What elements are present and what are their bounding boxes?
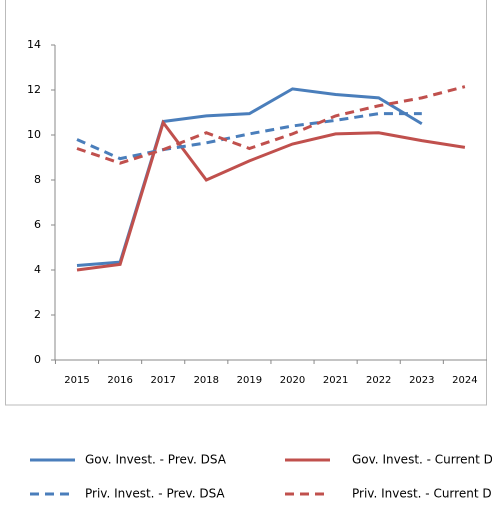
series-line: [76, 119, 466, 272]
y-tick-label: 14: [27, 38, 41, 51]
y-tick-label: 12: [27, 83, 41, 96]
x-tick-label: 2018: [194, 375, 219, 386]
y-tick-label: 2: [34, 308, 41, 321]
chart-frame: [5, 0, 487, 406]
y-tick-label: 4: [34, 263, 41, 276]
x-tick-label: 2021: [323, 375, 348, 386]
x-tick-label: 2024: [452, 375, 477, 386]
y-tick-label: 10: [27, 128, 41, 141]
x-tick-label: 2017: [150, 375, 175, 386]
y-tick-label: 6: [34, 218, 41, 231]
legend-label: Priv. Invest. - Prev. DSA: [85, 487, 225, 501]
x-tick-label: 2020: [280, 375, 305, 386]
y-tick-label: 8: [34, 173, 41, 186]
x-tick-label: 2016: [107, 375, 132, 386]
legend-label: Gov. Invest. - Prev. DSA: [85, 453, 227, 467]
x-tick-label: 2022: [366, 375, 391, 386]
x-tick-label: 2023: [409, 375, 434, 386]
x-tick-label: 2019: [237, 375, 262, 386]
legend-label: Priv. Invest. - Current DSA: [352, 487, 492, 501]
legend-label: Gov. Invest. - Current DSA: [352, 453, 492, 467]
x-tick-label: 2015: [64, 375, 89, 386]
series-line: [76, 112, 422, 161]
series-line: [76, 85, 466, 165]
y-tick-label: 0: [34, 353, 41, 366]
